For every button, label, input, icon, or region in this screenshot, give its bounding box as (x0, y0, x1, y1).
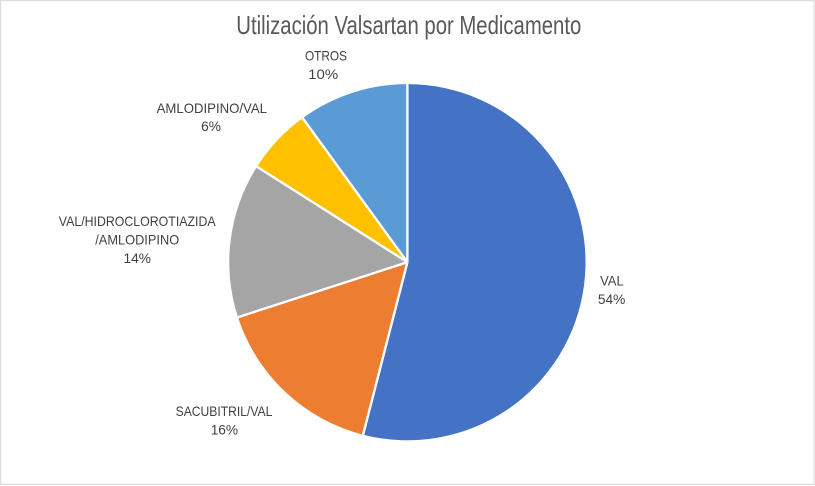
svg-text:Utilización Valsartan por Medi: Utilización Valsartan por Medicamento (236, 10, 581, 40)
svg-text:16%: 16% (211, 422, 238, 437)
svg-text:SACUBITRIL/VAL: SACUBITRIL/VAL (176, 404, 273, 419)
svg-text:6%: 6% (201, 119, 221, 134)
svg-text:14%: 14% (123, 251, 150, 266)
svg-text:AMLODIPINO/VAL: AMLODIPINO/VAL (157, 101, 268, 116)
svg-text:OTROS: OTROS (305, 48, 347, 63)
svg-text:VAL: VAL (600, 273, 624, 288)
svg-text:10%: 10% (308, 67, 338, 82)
svg-text:VAL/HIDROCLOROTIAZIDA: VAL/HIDROCLOROTIAZIDA (59, 214, 217, 229)
svg-text:54%: 54% (598, 292, 625, 307)
svg-text:/AMLODIPINO: /AMLODIPINO (95, 232, 179, 247)
